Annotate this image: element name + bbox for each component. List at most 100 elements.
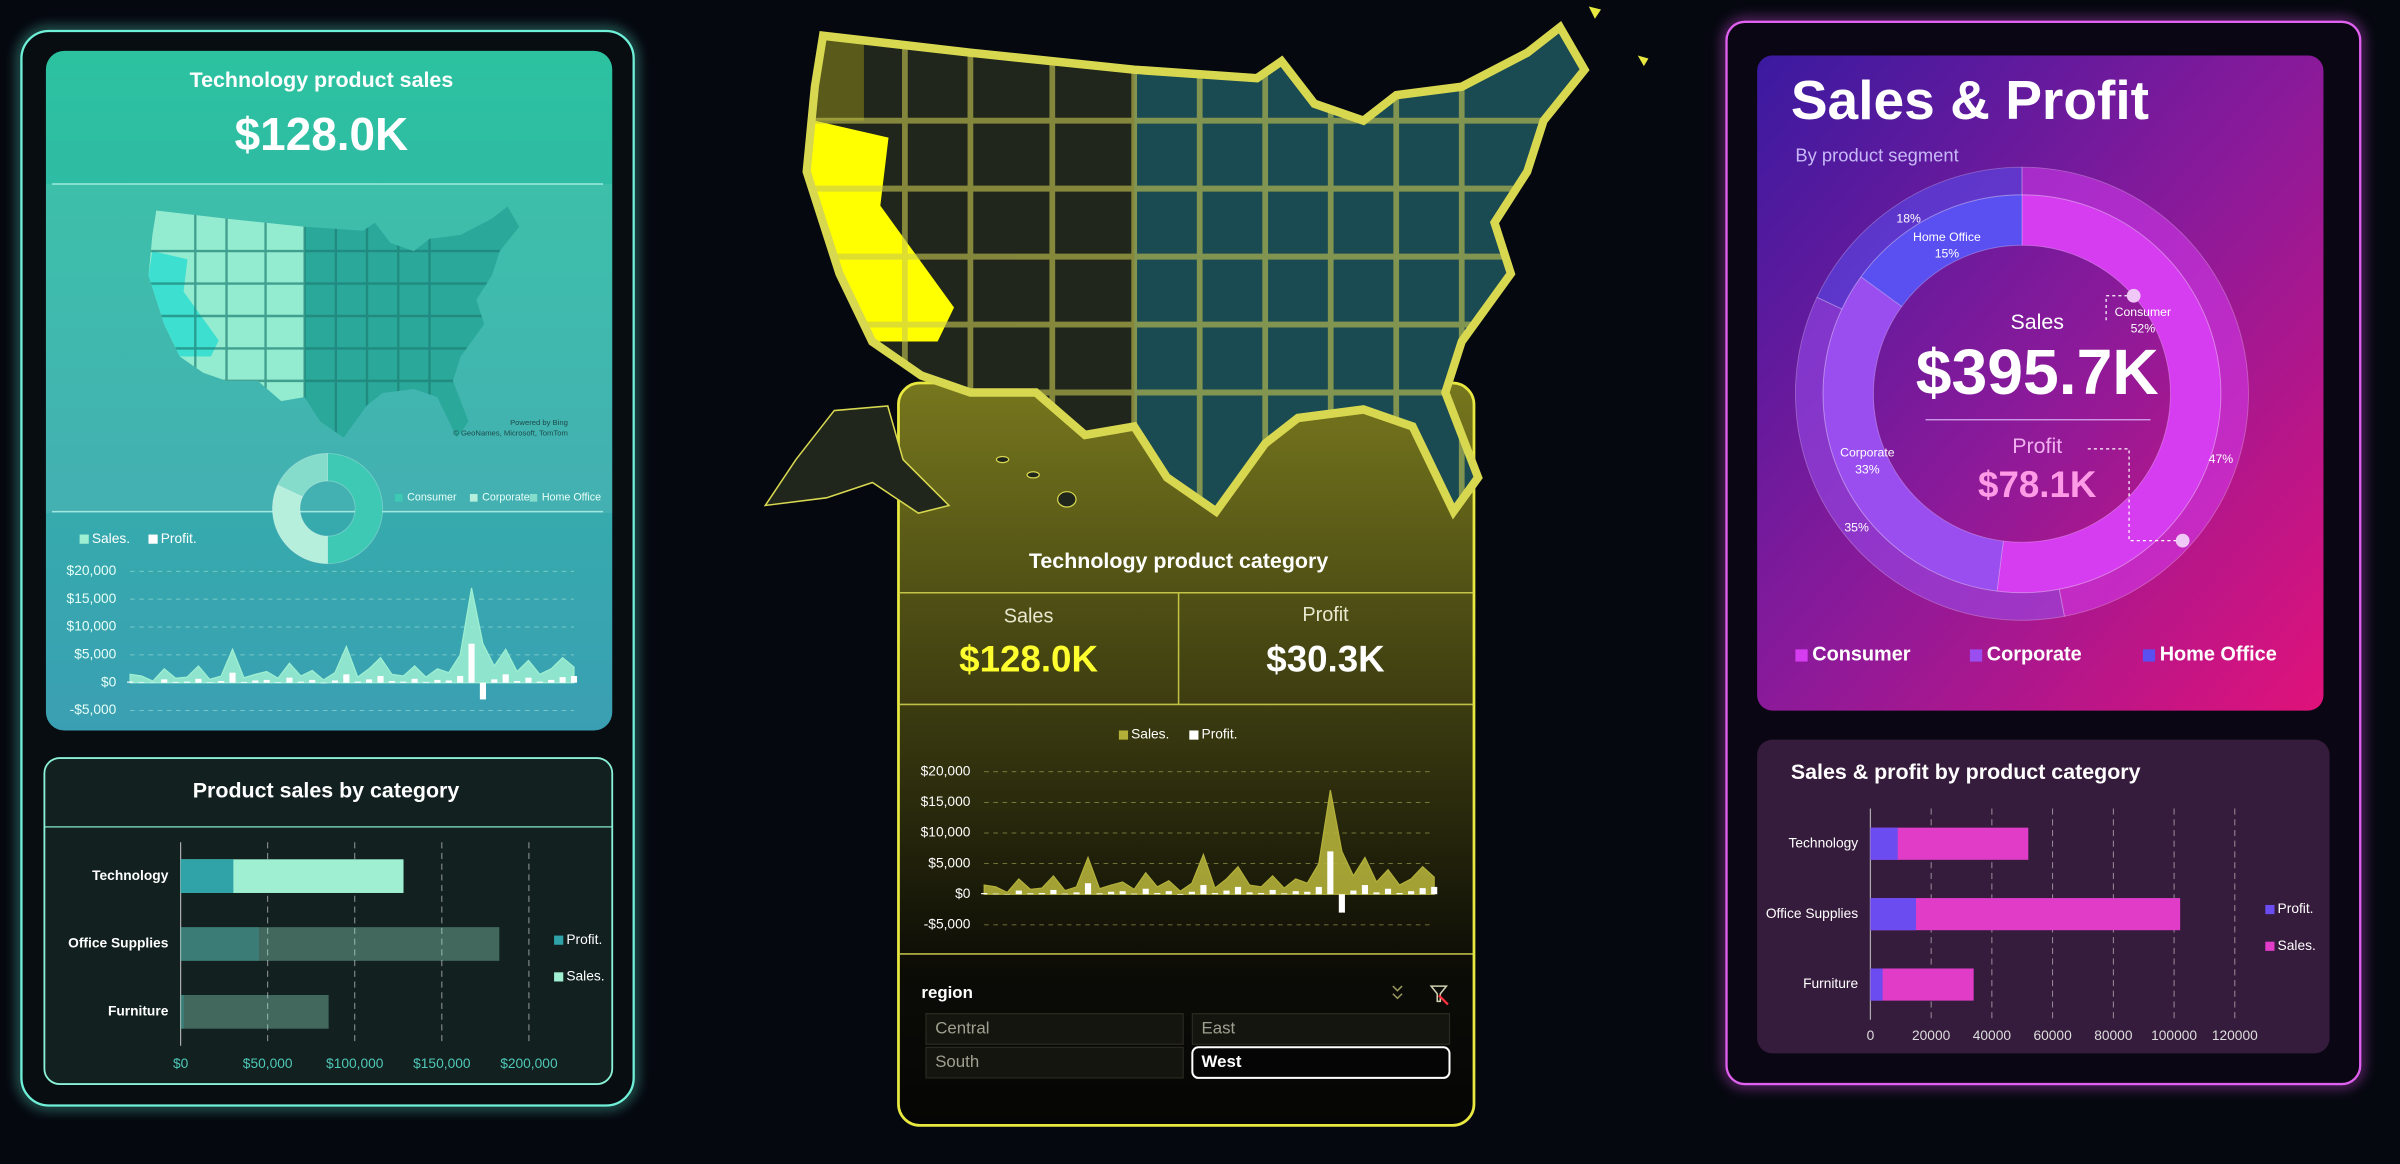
profit-bar — [1304, 891, 1311, 895]
profit-bar — [1108, 891, 1115, 895]
profit-bar — [377, 676, 384, 683]
middle-title: Technology product category — [1029, 549, 1328, 573]
slicer-label[interactable]: West — [1202, 1052, 1242, 1071]
category-label: Technology — [92, 868, 169, 883]
x-tick-label: 100000 — [2151, 1028, 2197, 1043]
sales-area — [983, 790, 1435, 895]
profit-bar — [1038, 893, 1045, 895]
kpi-grid — [898, 591, 1474, 955]
donut-slice — [1996, 194, 2222, 594]
category-label: Furniture — [1803, 976, 1858, 991]
y-tick-label: $20,000 — [67, 563, 117, 578]
legend-label: Home Office — [542, 492, 601, 504]
x-tick-label: $0 — [173, 1056, 189, 1071]
profit-bar — [1361, 885, 1369, 895]
clear-filter[interactable] — [1437, 994, 1449, 1006]
profit-bar — [229, 672, 236, 683]
legend-swatch — [2265, 941, 2275, 951]
profit-bar — [434, 679, 441, 683]
legend-swatch — [554, 972, 564, 982]
y-tick-label: $10,000 — [921, 825, 971, 840]
center-value: $395.7K — [1916, 336, 2159, 408]
slicer-title: region — [921, 983, 972, 1002]
profit-bar — [1315, 886, 1322, 895]
profit-bar — [1015, 890, 1022, 895]
profit-bar — [1373, 892, 1380, 895]
category-label: Technology — [1789, 835, 1859, 850]
x-tick-label: 40000 — [1973, 1028, 2012, 1043]
leader-dot — [2126, 288, 2141, 303]
slice-label: 15% — [1935, 247, 1960, 261]
profit-bar — [1234, 886, 1242, 895]
profit-bar — [1258, 893, 1265, 895]
profit-bar — [309, 679, 316, 683]
profit-bar — [1096, 893, 1103, 895]
profit-bar — [992, 893, 999, 895]
profit-bar — [1084, 883, 1092, 895]
profit-bar — [1384, 888, 1392, 895]
legend-swatch — [394, 493, 403, 502]
sales-area — [129, 587, 575, 684]
bar — [180, 927, 500, 961]
center-value: $78.1K — [1978, 464, 2097, 505]
profit-bar — [1408, 891, 1415, 895]
profit-bar — [1350, 890, 1357, 895]
profit-bar — [343, 674, 350, 683]
legend-label: Profit. — [566, 932, 602, 947]
profit-bar — [1200, 885, 1207, 895]
map-credit: Powered by Bing — [510, 418, 568, 427]
slicer-item[interactable] — [925, 1013, 1184, 1045]
legend-label: Sales. — [566, 969, 604, 984]
profit-bar — [297, 681, 304, 683]
profit-bar — [1246, 892, 1253, 895]
kpi-value: $128.0K — [959, 638, 1098, 679]
profit-bar — [559, 677, 566, 683]
slicer-label[interactable]: South — [935, 1052, 979, 1071]
category-label: Office Supplies — [1766, 906, 1858, 921]
bar — [180, 859, 234, 893]
leader-dot — [2175, 533, 2190, 548]
legend-label: Home Office — [2160, 644, 2277, 666]
slicer-item[interactable] — [925, 1046, 1184, 1079]
slice-category: Consumer — [2115, 305, 2171, 319]
center-label: Profit — [2012, 434, 2062, 458]
donut-slice — [277, 452, 329, 498]
slice-label: 18% — [1896, 211, 1921, 225]
kpi-label: Profit — [1302, 604, 1349, 626]
left-kpi: $128.0K — [235, 108, 409, 160]
slice-label: 33% — [1855, 462, 1880, 476]
legend-swatch — [148, 534, 158, 544]
bar — [1870, 968, 1883, 1001]
slice-label: 47% — [2209, 452, 2234, 466]
center-label: Sales — [2010, 310, 2064, 334]
profit-bar — [195, 678, 202, 683]
profit-bar — [1292, 891, 1299, 895]
slicer-item[interactable] — [1191, 1013, 1451, 1045]
profit-bar — [240, 681, 247, 683]
y-tick-label: $15,000 — [921, 794, 971, 809]
x-tick-label: 60000 — [2033, 1028, 2072, 1043]
profit-bar — [1119, 891, 1126, 895]
profit-bar — [1154, 893, 1161, 895]
y-tick-label: $5,000 — [928, 855, 970, 870]
profit-bar — [1131, 893, 1138, 895]
left-bar-title: Product sales by category — [193, 778, 460, 802]
slice-label: 35% — [1844, 521, 1869, 535]
slicer-label[interactable]: Central — [935, 1018, 989, 1037]
profit-bar — [286, 677, 293, 683]
profit-bar — [388, 681, 395, 683]
slicer-label[interactable]: East — [1202, 1018, 1236, 1037]
profit-bar — [536, 681, 543, 683]
profit-bar — [183, 681, 191, 683]
x-tick-label: $100,000 — [326, 1056, 384, 1071]
bar — [1870, 898, 1916, 931]
profit-bar — [161, 679, 168, 683]
slicer-item[interactable] — [1191, 1046, 1451, 1079]
profit-bar — [138, 682, 145, 683]
profit-bar — [1211, 893, 1219, 895]
x-tick-label: $50,000 — [243, 1056, 293, 1071]
profit-bar — [1223, 890, 1230, 895]
profit-bar — [1327, 851, 1334, 895]
donut-slice — [327, 452, 384, 565]
